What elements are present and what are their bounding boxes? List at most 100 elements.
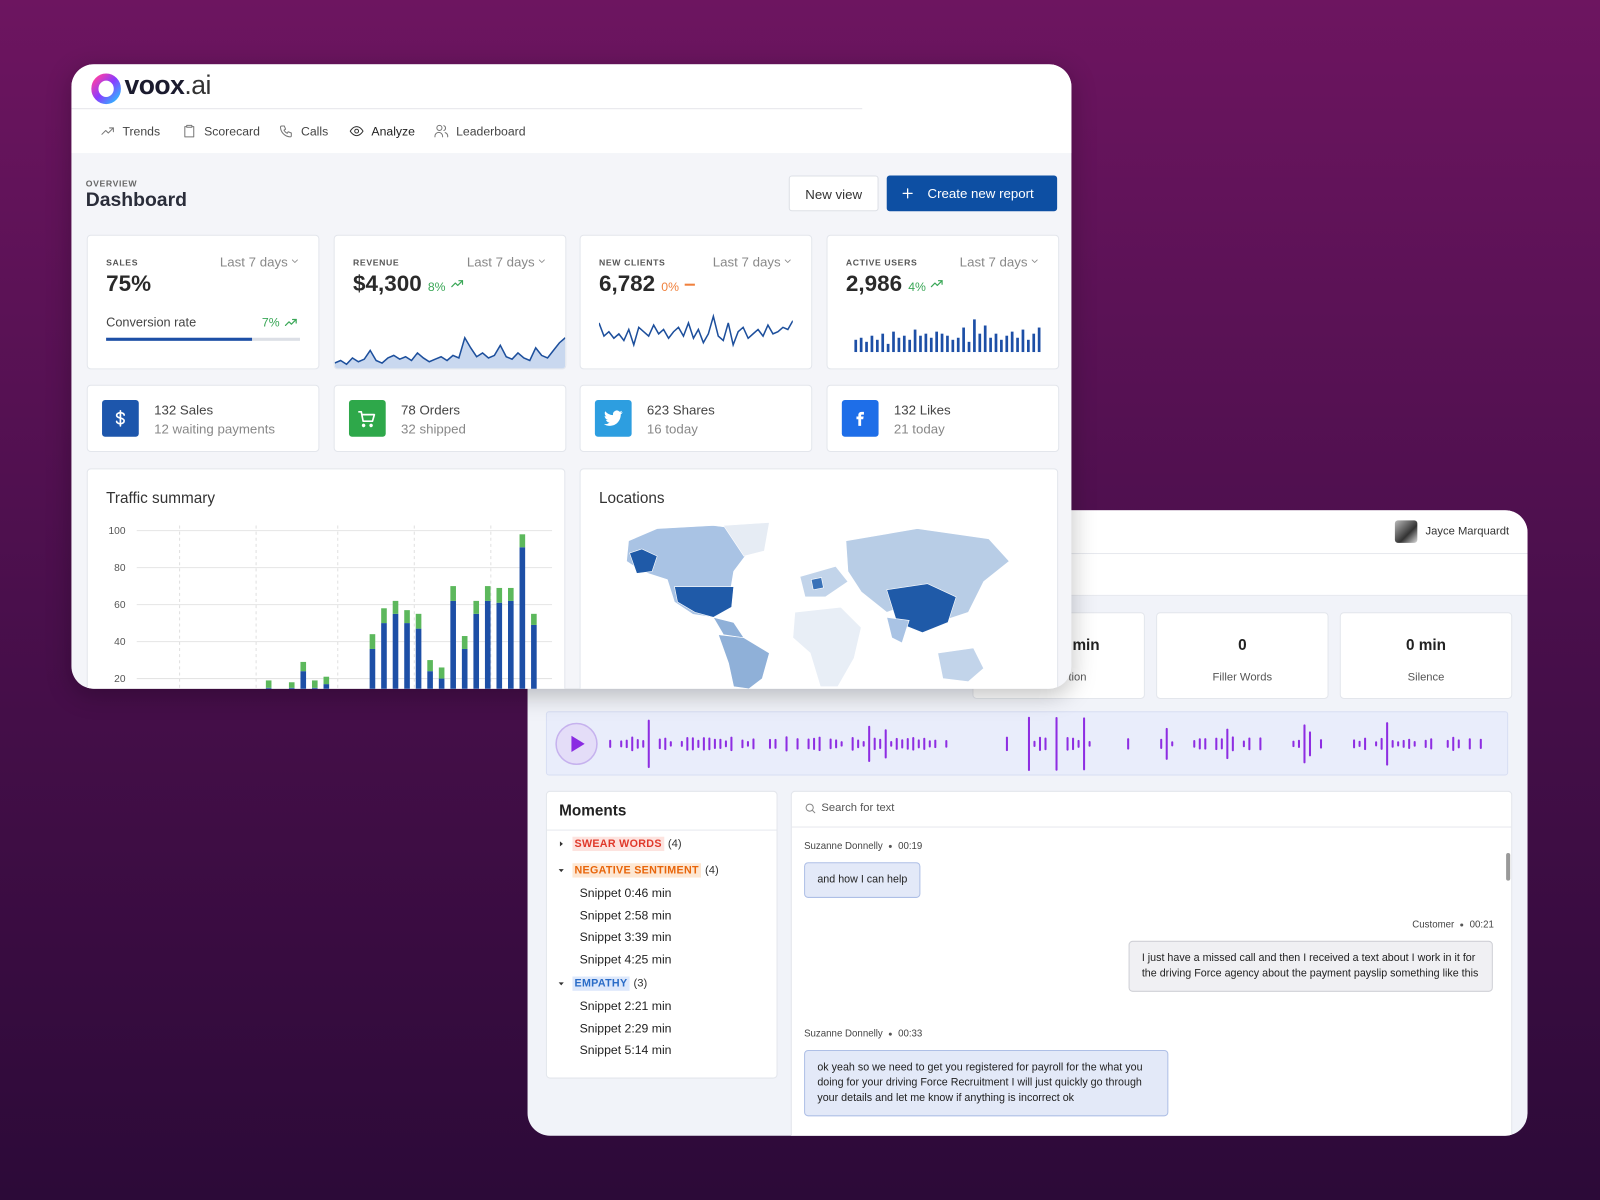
bar-segment xyxy=(415,613,422,629)
kpi-card: NEW CLIENTS Last 7 days 6,782 0% xyxy=(579,234,813,370)
nav-item[interactable]: Scorecard xyxy=(204,124,260,139)
kpi-label: NEW CLIENTS xyxy=(598,257,666,268)
message-meta: Suzanne Donnelly 00:19 xyxy=(804,841,922,852)
user-name[interactable]: Jayce Marquardt xyxy=(1425,525,1510,538)
create-report-button[interactable]: Create new report xyxy=(886,175,1058,212)
divider xyxy=(71,108,863,110)
stat-label: Filler Words xyxy=(1212,671,1273,684)
nav-icon xyxy=(434,124,449,138)
stat-icon-shape xyxy=(603,410,623,426)
disclosure-arrow-shape xyxy=(558,982,564,986)
moment-tag: NEGATIVE SENTIMENT xyxy=(572,863,701,878)
bar xyxy=(859,337,863,353)
kpi-card: ACTIVE USERS Last 7 days 2,986 4% xyxy=(826,234,1060,370)
bar xyxy=(946,335,949,353)
bar xyxy=(973,319,976,353)
trend-icon-shape xyxy=(284,318,297,327)
logo-mark xyxy=(91,73,121,105)
stat-icon-shape xyxy=(358,410,376,423)
country-region xyxy=(674,586,735,618)
snippet[interactable]: Snippet 2:21 min xyxy=(579,998,672,1014)
sparkline xyxy=(854,319,1041,353)
country-region xyxy=(845,528,1010,623)
message-meta: Customer 00:21 xyxy=(1412,919,1494,930)
kpi-label: SALES xyxy=(106,257,139,268)
separator-dot xyxy=(888,1032,892,1036)
moment-group[interactable]: SWEAR WORDS (4) xyxy=(572,836,682,852)
button-label[interactable]: New view xyxy=(805,186,863,203)
search-input[interactable]: Search for text xyxy=(821,802,895,815)
new-view-button[interactable]: New view xyxy=(788,175,879,212)
play-icon xyxy=(571,735,585,753)
bar xyxy=(919,335,922,353)
divider xyxy=(791,826,1512,828)
y-tick-label: 80 xyxy=(114,563,126,574)
button-label[interactable]: Create new report xyxy=(927,185,1034,202)
country-region xyxy=(886,616,910,644)
bar-segment xyxy=(381,608,387,624)
snippet[interactable]: Snippet 4:25 min xyxy=(579,952,672,967)
snippet[interactable]: Snippet 5:14 min xyxy=(579,1043,672,1058)
stat-value: min xyxy=(1072,636,1100,655)
bar xyxy=(1026,339,1030,353)
snippet[interactable]: Snippet 2:29 min xyxy=(579,1020,672,1036)
moment-group[interactable]: EMPATHY (3) xyxy=(572,976,647,991)
logo-text[interactable]: voox.ai xyxy=(124,69,211,101)
change: 4% xyxy=(908,279,926,294)
disclosure-arrow xyxy=(558,982,564,986)
bar-segment xyxy=(311,687,318,689)
stat-icon xyxy=(856,411,864,426)
nav-item[interactable]: Trends xyxy=(122,124,161,139)
country-region xyxy=(717,634,770,689)
stat-value: 0 xyxy=(1238,636,1247,655)
avatar[interactable] xyxy=(1394,520,1418,543)
moment-group[interactable]: NEGATIVE SENTIMENT (4) xyxy=(572,863,719,878)
moments-panel: Moments SWEAR WORDS (4) NEGATIVE SENTIMENT(… xyxy=(545,790,778,1079)
message-bubble: ok yeah so we need to get you registered… xyxy=(804,1049,1169,1117)
nav-item[interactable]: Leaderboard xyxy=(456,124,526,139)
bar xyxy=(886,343,890,353)
stat-value: 0 min xyxy=(1406,636,1447,655)
change: 0% xyxy=(661,279,679,294)
trend-icon-shape xyxy=(931,280,944,288)
bar-segment xyxy=(461,636,468,649)
stat-title: 132 Likes xyxy=(893,402,951,418)
trend-icon-shape xyxy=(457,280,463,285)
moment-count: (4) xyxy=(704,864,719,877)
change: 7% xyxy=(261,315,280,330)
speaker: Customer xyxy=(1412,919,1455,931)
scrollbar xyxy=(1506,853,1511,881)
period-select[interactable]: Last 7 days xyxy=(466,254,535,270)
card-title: Traffic summary xyxy=(106,489,215,508)
panel-title: Moments xyxy=(559,802,627,820)
chevron-shape xyxy=(784,259,791,263)
bar xyxy=(962,327,965,353)
country-region xyxy=(712,616,745,639)
nav-icon-shape xyxy=(436,124,443,131)
snippet[interactable]: Snippet 0:46 min xyxy=(579,885,672,900)
period-select[interactable]: Last 7 days xyxy=(219,254,288,270)
dashboard-window: voox.ai Trends Scorecard Calls Analyze Leade… xyxy=(71,64,1072,689)
chevron xyxy=(784,259,791,263)
snippet[interactable]: Snippet 2:58 min xyxy=(579,907,672,923)
disclosure-arrow-shape xyxy=(558,869,564,873)
timestamp: 00:21 xyxy=(1469,919,1494,931)
message-meta: Suzanne Donnelly 00:33 xyxy=(804,1029,922,1040)
value-row: $4,300 8% xyxy=(353,270,466,297)
bar xyxy=(1037,327,1041,353)
nav-item[interactable]: Analyze xyxy=(371,124,415,139)
bar xyxy=(1005,335,1009,353)
period-select[interactable]: Last 7 days xyxy=(959,254,1028,270)
stat-icon-box xyxy=(594,399,632,437)
snippet[interactable]: Snippet 3:39 min xyxy=(579,929,672,945)
waveform xyxy=(555,716,1482,771)
stat-icon xyxy=(115,410,125,427)
trend-icon xyxy=(284,318,297,327)
bar xyxy=(902,335,906,353)
bar-segment xyxy=(484,586,491,601)
period-select[interactable]: Last 7 days xyxy=(712,254,781,270)
value-row: 75% xyxy=(106,270,151,297)
bar-segment xyxy=(369,648,376,689)
nav-item[interactable]: Calls xyxy=(301,124,329,139)
bar-segment xyxy=(404,610,410,624)
